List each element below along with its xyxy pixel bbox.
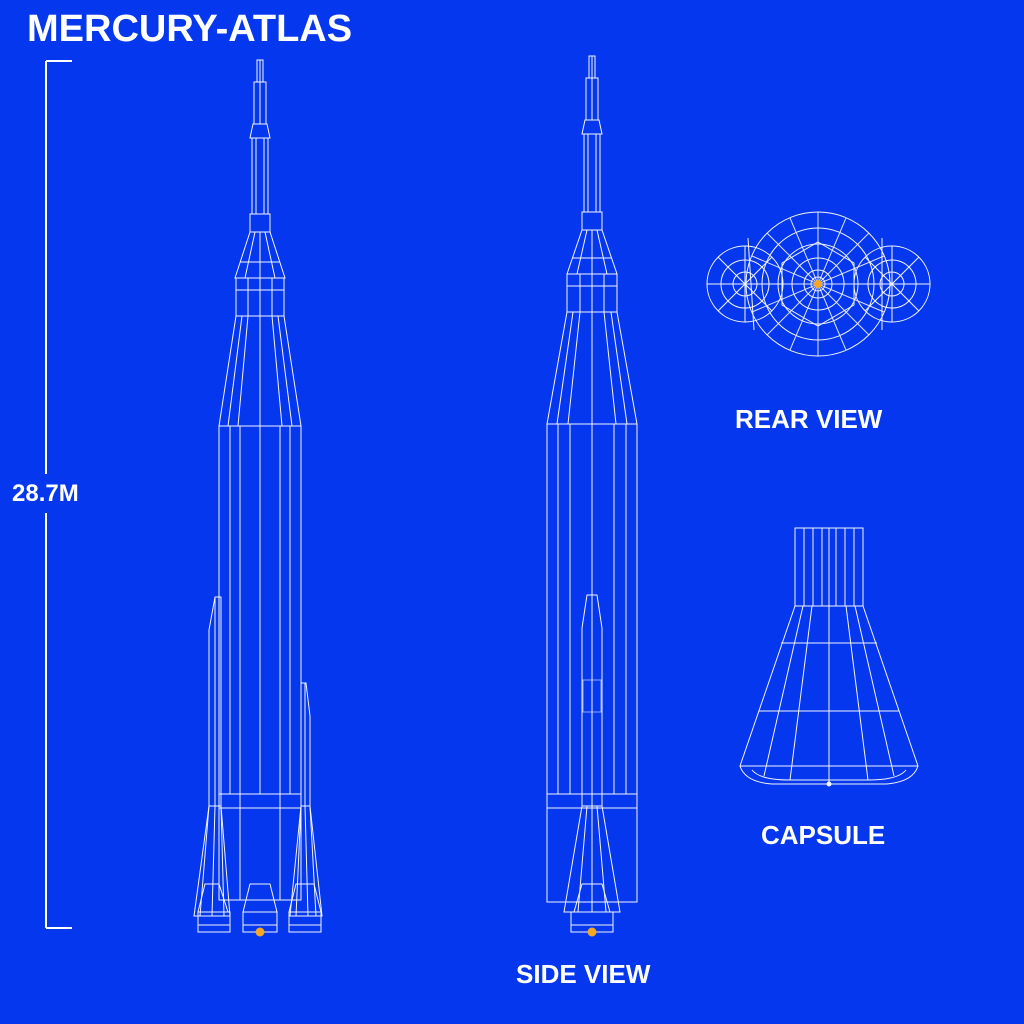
side-view-rocket <box>546 55 638 933</box>
capsule-drawing <box>739 527 919 787</box>
side-view-label: SIDE VIEW <box>516 959 651 989</box>
height-label: 28.7M <box>12 480 79 507</box>
height-scale-bracket <box>45 60 72 929</box>
side-view-engine-dot <box>587 927 597 937</box>
front-view-rocket <box>193 59 323 933</box>
rear-view-drawing <box>706 211 931 357</box>
capsule-label: CAPSULE <box>761 820 886 850</box>
front-view-engine-dot <box>255 927 265 937</box>
rear-view-engine-dot <box>814 280 822 288</box>
diagram-title: MERCURY-ATLAS <box>27 8 353 50</box>
rear-view-label: REAR VIEW <box>735 404 883 434</box>
